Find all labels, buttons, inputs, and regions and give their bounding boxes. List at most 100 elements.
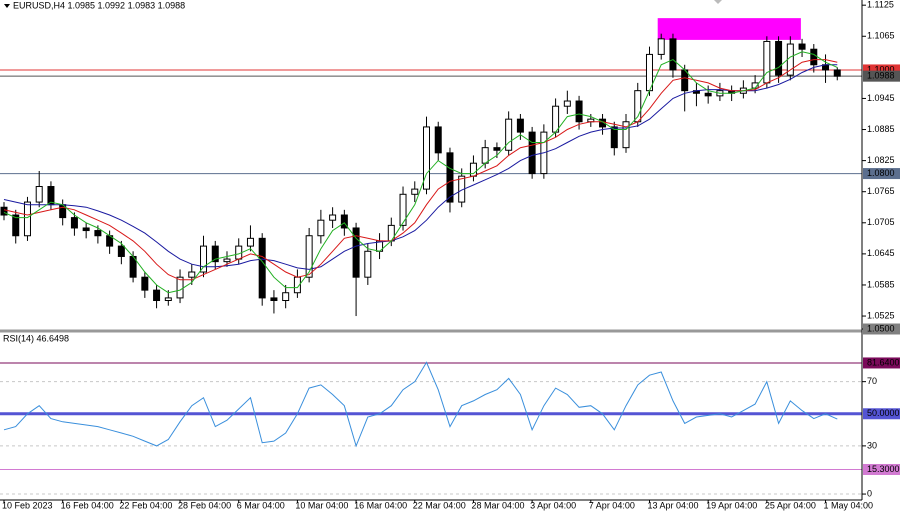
- symbol-marker: [4, 4, 10, 8]
- y-tick-label: 30: [867, 440, 877, 450]
- candle-body: [681, 69, 689, 92]
- candle-body: [211, 245, 219, 263]
- rsi-line: [3, 361, 838, 448]
- candle-body: [0, 206, 8, 216]
- candle-body: [270, 297, 278, 302]
- x-tick-label: 28 Mar 04:00: [471, 500, 524, 510]
- candle-body: [763, 40, 771, 84]
- candle-body: [387, 224, 395, 242]
- candle-body: [657, 38, 665, 55]
- candle-body: [246, 237, 254, 247]
- level-label-box: [863, 408, 900, 420]
- y-tick-label: 1.0525: [867, 310, 895, 320]
- x-tick-label: 10 Feb 2023: [2, 500, 53, 510]
- level-label: 1.0800: [867, 168, 895, 178]
- y-tick-label: 1.0500: [867, 323, 895, 333]
- x-tick-label: 1 May 04:00: [824, 500, 874, 510]
- candle-body: [200, 245, 208, 273]
- x-tick-label: 13 Apr 04:00: [647, 500, 698, 510]
- x-tick-label: 7 Apr 04:00: [589, 500, 635, 510]
- y-tick-label: 1.1065: [867, 31, 895, 41]
- level-label: 1.0988: [867, 71, 895, 81]
- candle-body: [117, 245, 125, 257]
- scroll-marker: [714, 0, 722, 4]
- y-tick-label: 1.0765: [867, 186, 895, 196]
- candle-body: [833, 69, 841, 77]
- candle-body: [258, 237, 266, 299]
- level-label: 1.1000: [867, 64, 895, 74]
- x-tick-label: 10 Mar 04:00: [295, 500, 348, 510]
- candle-body: [223, 258, 231, 263]
- x-tick-label: 25 Apr 04:00: [765, 500, 816, 510]
- x-tick-label: 22 Feb 04:00: [119, 500, 172, 510]
- candle-body: [364, 250, 372, 278]
- candle-body: [153, 289, 161, 302]
- candle-body: [423, 126, 430, 190]
- candle-body: [798, 43, 806, 50]
- candle-body: [317, 219, 325, 237]
- candle-body: [622, 121, 630, 149]
- level-label-box: [863, 70, 900, 82]
- candle-body: [775, 40, 783, 76]
- level-label-box: [863, 463, 900, 475]
- candle-body: [70, 217, 78, 229]
- moving-average-line: [3, 51, 838, 294]
- candle-body: [446, 152, 454, 203]
- y-tick-label: 0: [867, 488, 872, 498]
- candle-body: [411, 188, 419, 195]
- x-tick-label: 22 Mar 04:00: [413, 500, 466, 510]
- moving-average-line: [3, 64, 838, 270]
- level-label-box: [863, 357, 900, 369]
- candle-body: [329, 214, 337, 221]
- y-tick-label: 1.0825: [867, 155, 895, 165]
- candle-body: [704, 92, 712, 97]
- y-tick-label-box: [863, 323, 900, 335]
- y-tick-label: 1.0705: [867, 217, 895, 227]
- level-label: 15.3000: [867, 464, 900, 474]
- candle-body: [188, 271, 196, 278]
- x-tick-label: 6 Mar 04:00: [237, 500, 285, 510]
- x-tick-label: 19 Apr 04:00: [706, 500, 757, 510]
- candle-body: [810, 48, 818, 66]
- candle-body: [493, 147, 501, 151]
- x-tick-label: 16 Feb 04:00: [61, 500, 114, 510]
- x-tick-label: 16 Mar 04:00: [354, 500, 407, 510]
- y-tick-label: 1.0945: [867, 93, 895, 103]
- y-tick-label: 1.0885: [867, 124, 895, 134]
- y-tick-label: 70: [867, 376, 877, 386]
- candle-body: [469, 162, 477, 177]
- candle-body: [12, 214, 20, 237]
- candle-body: [599, 118, 607, 128]
- candle-body: [164, 297, 172, 302]
- level-label-box: [863, 168, 900, 180]
- level-label: 81.6400: [867, 357, 900, 367]
- candle-body: [434, 126, 442, 154]
- candle-body: [552, 105, 560, 133]
- highlight-zone: [657, 18, 801, 40]
- candle-body: [305, 235, 313, 278]
- candle-body: [141, 276, 149, 291]
- level-label-box: [863, 64, 900, 76]
- moving-average-line: [3, 59, 838, 281]
- candle-body: [481, 147, 489, 164]
- candle-body: [575, 100, 583, 123]
- price-title: EURUSD,H4 1.0985 1.0992 1.0983 1.0988: [13, 0, 185, 10]
- candle-body: [340, 214, 348, 229]
- candle-body: [94, 230, 102, 237]
- candle-body: [352, 227, 360, 278]
- candle-body: [23, 201, 31, 237]
- candle-body: [669, 38, 677, 71]
- candle-body: [563, 100, 571, 107]
- candle-body: [35, 186, 43, 203]
- level-label: 50.0000: [867, 408, 900, 418]
- y-tick-label: 1.0585: [867, 279, 895, 289]
- y-tick-label: 1.0645: [867, 248, 895, 258]
- candle-body: [610, 126, 618, 149]
- rsi-title: RSI(14) 46.6498: [3, 333, 69, 343]
- candle-body: [505, 118, 513, 151]
- candle-body: [399, 193, 407, 226]
- candle-body: [82, 227, 90, 232]
- y-tick-label: 1.1125: [867, 0, 894, 10]
